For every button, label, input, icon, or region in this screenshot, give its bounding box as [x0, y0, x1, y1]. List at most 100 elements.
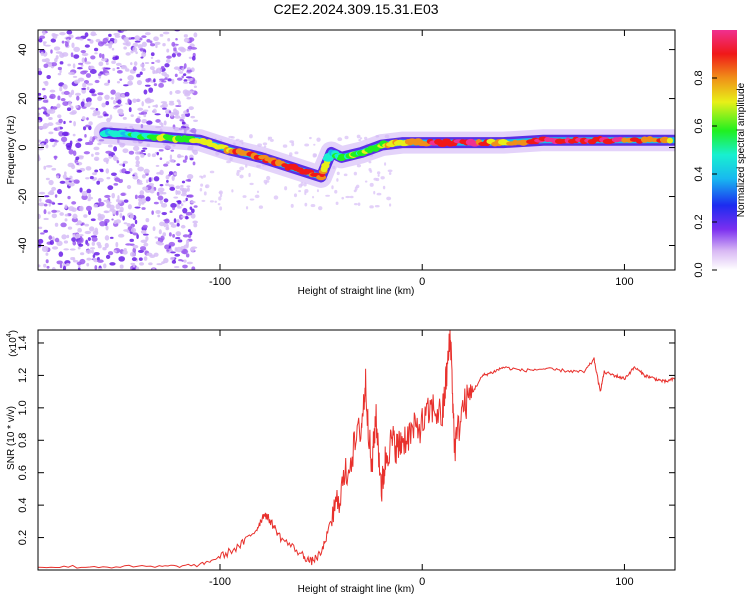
noise-speck: [176, 218, 180, 225]
noise-speck: [43, 209, 47, 215]
noise-speck: [170, 111, 174, 117]
noise-speck: [111, 60, 116, 64]
noise-speck: [54, 237, 60, 243]
noise-speck: [185, 197, 188, 202]
noise-speck: [144, 98, 151, 103]
noise-speck: [63, 171, 67, 176]
noise-speck: [57, 126, 60, 131]
noise-speck: [115, 210, 119, 216]
snr-frame: [37, 329, 676, 571]
noise-speck: [69, 248, 76, 251]
noise-speck: [128, 150, 135, 155]
noise-speck: [44, 58, 50, 63]
noise-speck: [129, 214, 134, 219]
noise-speck: [88, 193, 91, 198]
noise-speck: [167, 78, 172, 82]
spectrogram-panel: -100 0 100 -40 -20 0 20 40 Height of straight …: [6, 29, 676, 297]
snr-x-tick-label: 0: [419, 576, 425, 588]
noise-speck: [189, 206, 193, 210]
noise-speck: [364, 180, 368, 183]
noise-speck: [158, 149, 164, 152]
noise-speck: [95, 108, 99, 111]
noise-speck: [87, 237, 91, 241]
noise-speck: [125, 41, 131, 47]
noise-speck: [316, 137, 321, 142]
noise-speck: [335, 201, 339, 205]
noise-speck: [120, 192, 126, 197]
noise-speck: [135, 98, 141, 102]
noise-speck: [203, 191, 207, 196]
noise-speck: [185, 179, 191, 182]
noise-speck: [63, 240, 69, 244]
noise-speck: [101, 102, 106, 108]
noise-speck: [81, 87, 87, 90]
noise-speck: [188, 106, 194, 111]
noise-speck: [71, 237, 77, 242]
noise-speck: [52, 144, 56, 148]
noise-speck: [67, 162, 75, 168]
noise-speck: [181, 180, 186, 184]
noise-speck: [179, 47, 187, 53]
noise-speck: [156, 59, 161, 64]
snr-y-label: SNR (10 * v/v): [6, 406, 17, 470]
noise-speck: [165, 59, 171, 64]
noise-speck: [134, 35, 140, 41]
noise-speck: [163, 163, 169, 167]
noise-speck: [166, 55, 172, 59]
noise-speck: [353, 171, 357, 176]
noise-speck: [45, 199, 52, 204]
noise-speck: [134, 40, 141, 43]
noise-speck: [62, 101, 69, 106]
noise-speck: [85, 166, 92, 171]
noise-speck: [122, 250, 128, 255]
noise-speck: [166, 249, 170, 252]
noise-speck: [122, 160, 129, 164]
noise-speck: [387, 169, 393, 173]
spectral-ridge: [93, 121, 675, 188]
noise-speck: [113, 250, 117, 253]
noise-speck: [168, 110, 172, 114]
noise-speck: [203, 174, 206, 178]
noise-speck: [86, 83, 94, 86]
noise-speck: [209, 170, 215, 174]
noise-speck: [167, 37, 171, 42]
noise-speck: [266, 175, 271, 181]
noise-speck: [176, 77, 183, 81]
noise-speck: [95, 38, 101, 43]
spectrogram-x-ticks: -100 0 100: [209, 30, 634, 288]
noise-speck: [98, 61, 104, 67]
noise-speck: [83, 214, 88, 218]
noise-speck: [59, 86, 63, 92]
noise-speck: [200, 183, 204, 187]
noise-speck: [38, 107, 42, 110]
noise-speck: [84, 103, 89, 107]
noise-speck: [154, 113, 161, 116]
noise-speck: [169, 90, 173, 95]
noise-speck: [186, 108, 189, 113]
noise-speck: [94, 169, 99, 173]
snr-y-tick-label: 1.4: [17, 335, 29, 350]
noise-speck: [236, 169, 241, 173]
noise-speck: [119, 78, 123, 81]
noise-speck: [54, 140, 59, 143]
noise-speck: [81, 222, 85, 226]
noise-speck: [57, 66, 62, 71]
noise-speck: [50, 38, 56, 43]
noise-speck: [153, 78, 156, 83]
noise-speck: [138, 48, 146, 51]
noise-speck: [150, 52, 155, 57]
noise-speck: [104, 210, 109, 213]
noise-speck: [81, 57, 85, 64]
noise-speck: [130, 50, 134, 54]
noise-speck: [82, 82, 87, 88]
noise-speck: [111, 218, 114, 221]
noise-speck: [161, 211, 168, 216]
noise-speck: [134, 194, 138, 200]
noise-speck: [76, 162, 80, 165]
noise-speck: [81, 52, 89, 57]
noise-speck: [170, 224, 177, 228]
spectrogram-y-label: Frequency (Hz): [6, 116, 17, 185]
noise-speck: [65, 180, 70, 185]
noise-speck: [66, 234, 70, 239]
noise-speck: [95, 110, 101, 116]
